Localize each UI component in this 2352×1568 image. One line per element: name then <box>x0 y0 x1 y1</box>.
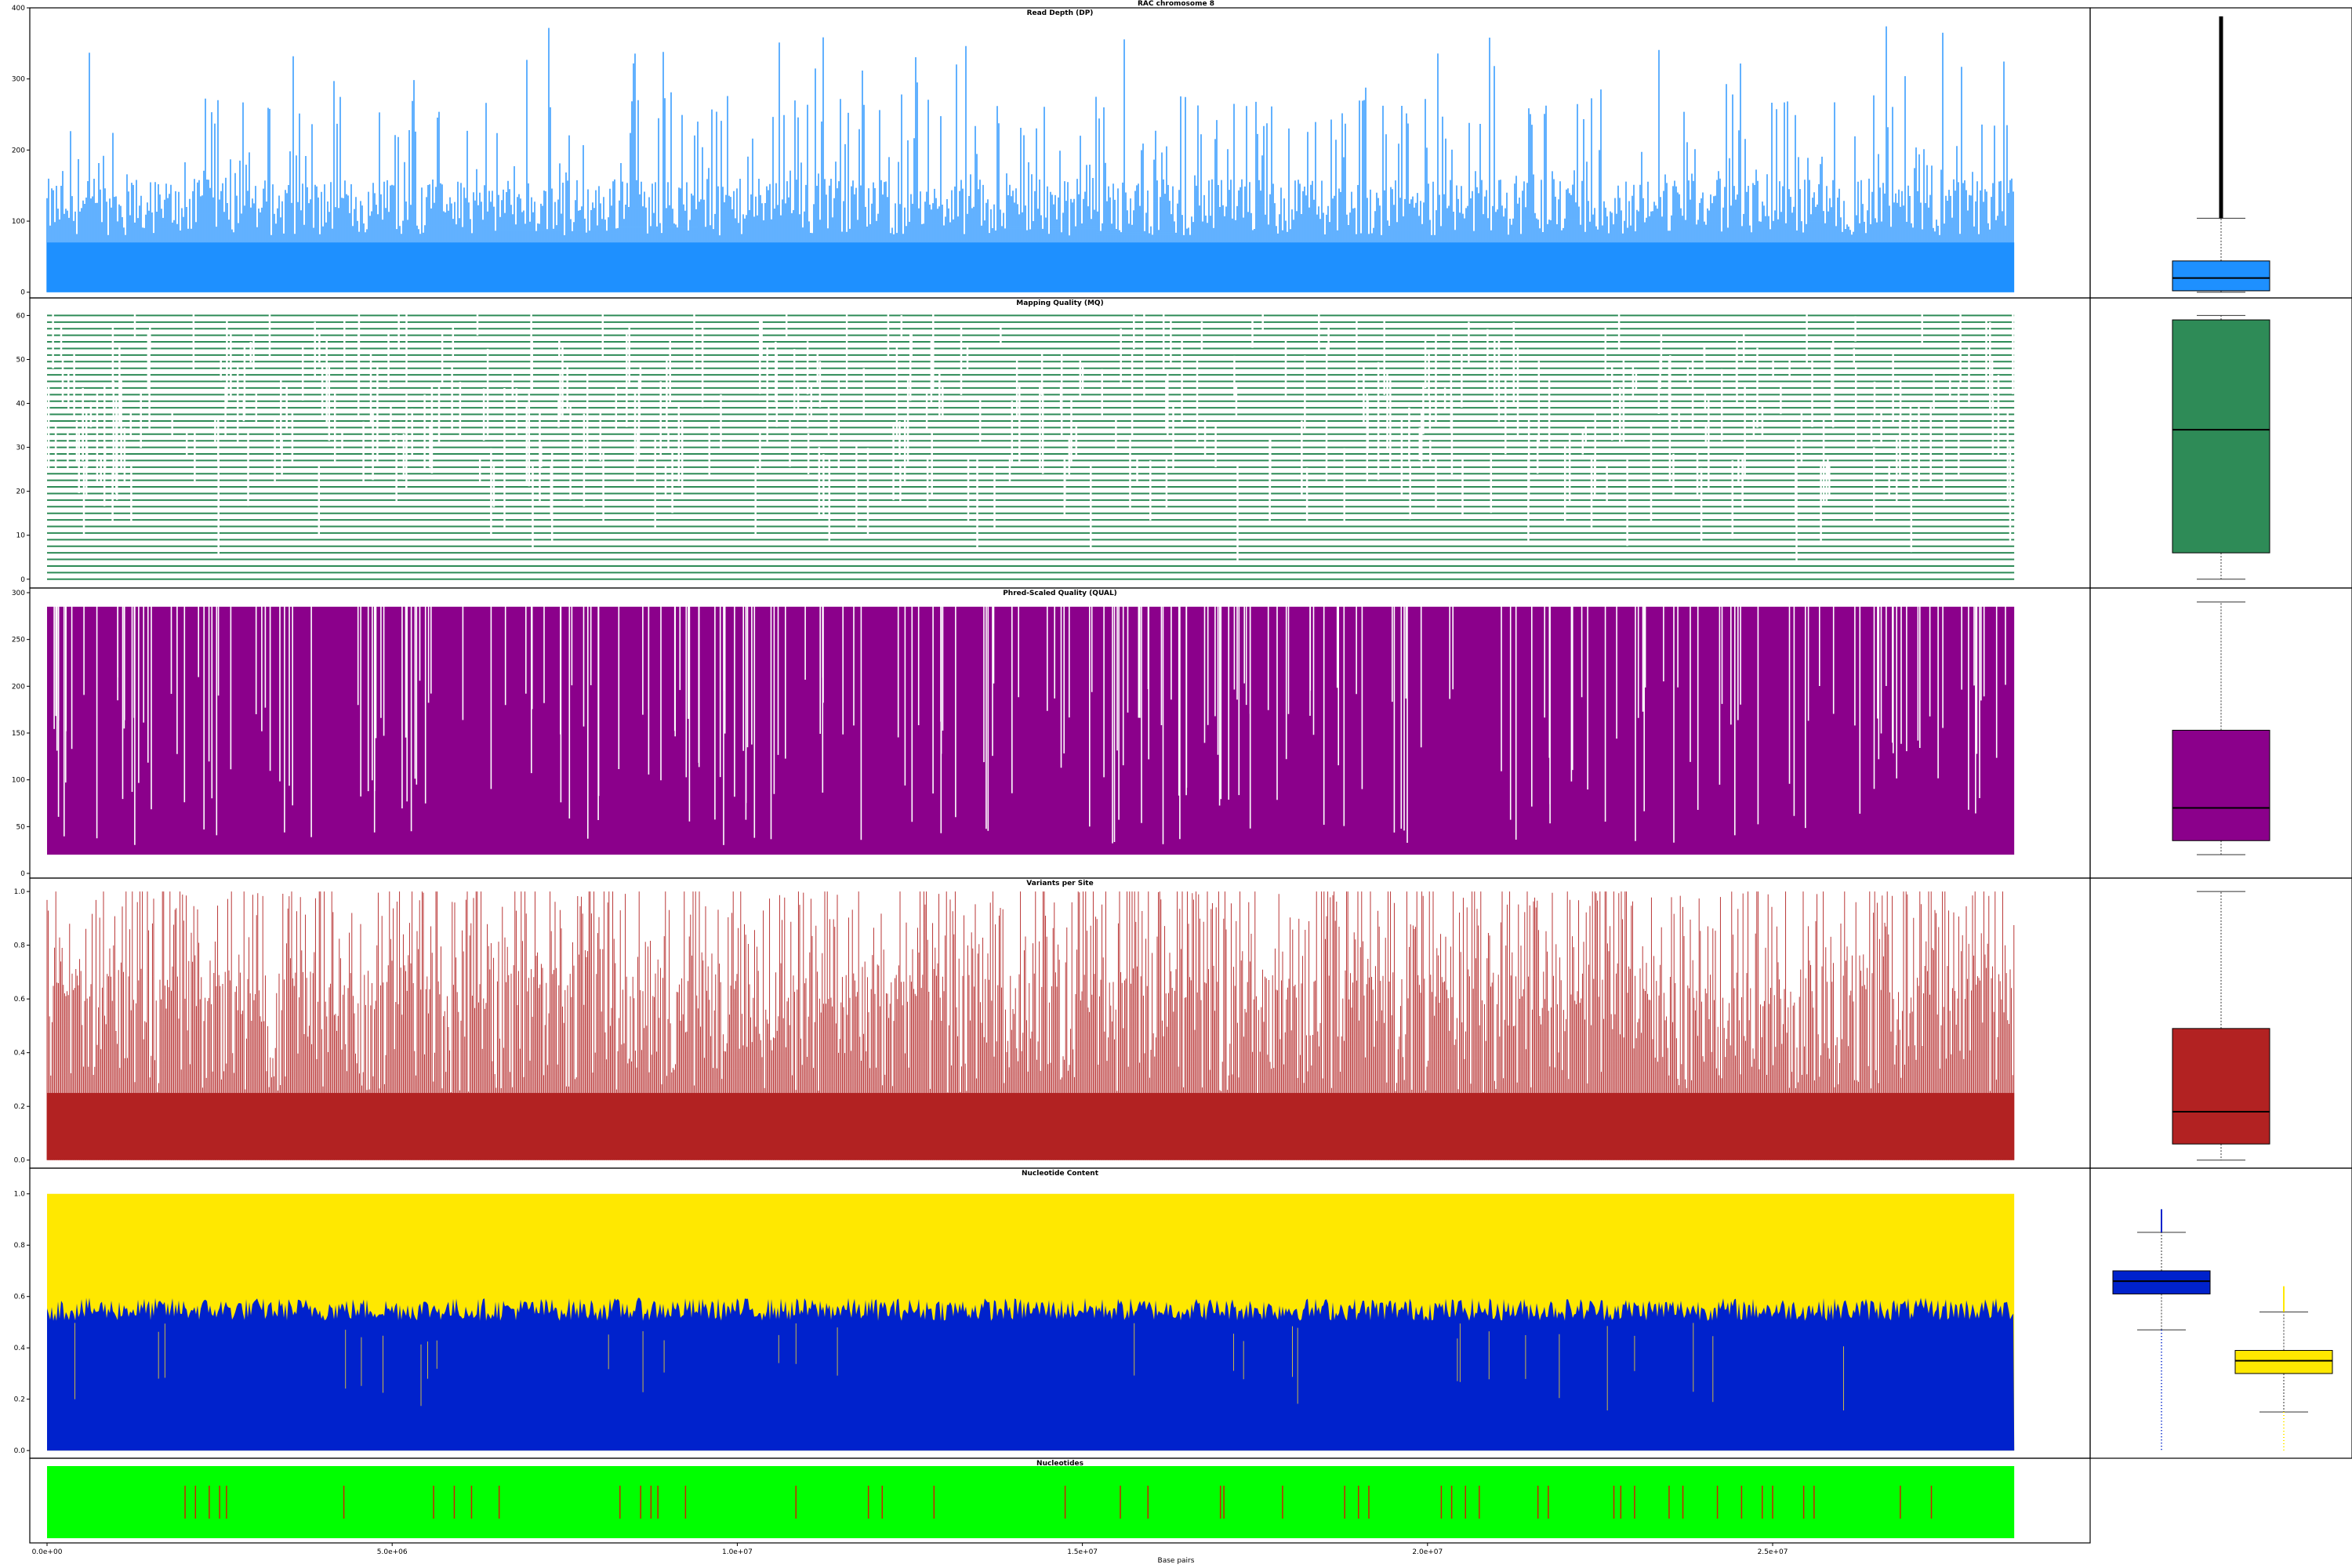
content-series-1-area <box>47 1298 2015 1451</box>
mq-gaps <box>47 304 2014 561</box>
dp-spikes <box>46 26 2014 292</box>
x-tick-label: 5.0e+06 <box>377 1548 408 1556</box>
x-tick-label: 0.0e+00 <box>32 1548 63 1556</box>
y-tick-label: 0.6 <box>14 996 26 1004</box>
x-tick-label: 1.0e+07 <box>722 1548 753 1556</box>
vps-lines <box>46 891 2015 1160</box>
panel-title: Variants per Site <box>1026 880 1093 887</box>
panel-title: Nucleotides <box>1036 1460 1083 1468</box>
data-layer <box>47 304 2015 580</box>
y-tick-label: 0.8 <box>14 1242 26 1250</box>
box-iqr <box>2172 729 2270 841</box>
y-tick-label: 0.6 <box>14 1294 26 1301</box>
panel-4: Variants per Site 0.0 0.2 0.4 0.6 0.8 1.0 <box>14 877 2352 1169</box>
data-layer <box>47 1466 2015 1538</box>
boxplot <box>2112 1209 2211 1451</box>
boxplot <box>2234 1286 2333 1451</box>
box-iqr <box>2234 1349 2333 1374</box>
box-iqr <box>2172 1028 2270 1145</box>
boxplot <box>2172 314 2270 580</box>
y-tick-label: 100 <box>12 777 25 785</box>
x-axis-label: Base pairs <box>1158 1557 1195 1565</box>
y-tick-label: 10 <box>16 532 26 540</box>
y-tick-label: 0.4 <box>14 1050 26 1058</box>
y-tick-label: 50 <box>16 823 26 831</box>
boxplot-frame <box>2089 1167 2352 1459</box>
y-tick-label: 300 <box>12 590 25 597</box>
content-dips <box>74 1323 1844 1410</box>
y-tick-label: 250 <box>12 637 25 644</box>
y-tick-label: 30 <box>16 445 26 452</box>
y-tick-label: 60 <box>16 312 26 320</box>
panel-3: Phred-Scaled Quality (QUAL) 0 50 100 150 200 2… <box>12 587 2352 879</box>
y-tick-label: 0 <box>20 289 25 297</box>
y-tick-label: 0.2 <box>14 1396 25 1404</box>
y-tick-label: 400 <box>12 5 25 13</box>
y-tick-label: 0 <box>20 576 25 584</box>
data-layer <box>46 891 2015 1160</box>
qual-gaps <box>53 601 2006 845</box>
y-tick-label: 1.0 <box>14 1191 26 1199</box>
data-layer <box>47 601 2015 855</box>
panel-5: Nucleotide Content 0.0 0.2 0.4 0.6 0.8 1.0 <box>14 1167 2352 1459</box>
panel-title: Mapping Quality (MQ) <box>1016 299 1103 307</box>
data-layer <box>47 1193 2015 1451</box>
x-tick-label: 1.5e+07 <box>1067 1548 1098 1556</box>
box-iqr <box>2172 319 2270 554</box>
box-iqr <box>2172 260 2270 292</box>
panel-2: Mapping Quality (MQ) 0 10 20 30 40 50 60 <box>16 297 2352 589</box>
axes-frame <box>29 1457 2091 1544</box>
y-tick-label: 100 <box>12 218 25 226</box>
y-tick-label: 20 <box>16 488 26 496</box>
y-tick-label: 200 <box>12 683 25 691</box>
panel-6: Nucleotides <box>29 1457 2091 1544</box>
boxplot <box>2172 891 2270 1161</box>
x-tick-label: 2.0e+07 <box>1412 1548 1443 1556</box>
y-tick-label: 0.0 <box>14 1157 26 1165</box>
panel-title: Phred-Scaled Quality (QUAL) <box>1003 590 1117 597</box>
y-tick-label: 0 <box>20 870 25 878</box>
boxplot <box>2172 16 2270 293</box>
panel-1: Read Depth (DP) 0 100 200 300 400 <box>12 5 2352 299</box>
y-tick-label: 300 <box>12 76 25 84</box>
y-tick-label: 0.8 <box>14 942 26 950</box>
y-tick-label: 150 <box>12 730 25 738</box>
y-tick-label: 0.4 <box>14 1345 26 1352</box>
y-tick-label: 50 <box>16 356 26 364</box>
y-tick-label: 40 <box>16 401 26 408</box>
x-tick-label: 2.5e+07 <box>1758 1548 1788 1556</box>
y-tick-label: 0.2 <box>14 1103 25 1111</box>
panel-title: Read Depth (DP) <box>1027 9 1094 17</box>
nucleotide-strip <box>47 1466 2015 1538</box>
y-tick-label: 200 <box>12 147 25 154</box>
y-tick-label: 1.0 <box>14 888 26 896</box>
boxplot <box>2172 601 2270 855</box>
figure-suptitle: RAC chromosome 8 <box>1138 0 1214 8</box>
box-iqr <box>2112 1270 2211 1294</box>
y-tick-label: 0.0 <box>14 1447 26 1455</box>
panel-title: Nucleotide Content <box>1022 1170 1099 1178</box>
data-layer <box>46 26 2015 292</box>
